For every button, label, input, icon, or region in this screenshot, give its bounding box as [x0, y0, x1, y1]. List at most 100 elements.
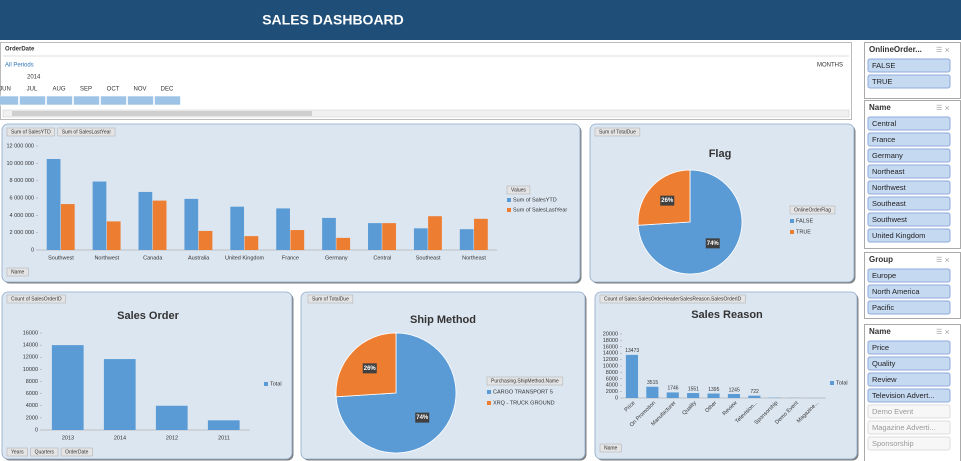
field-button[interactable]	[789, 205, 836, 215]
slicer-item-label: Central	[872, 119, 897, 128]
slicer-item[interactable]	[867, 388, 951, 403]
scroll-thumb[interactable]	[12, 111, 312, 116]
month-cell[interactable]	[127, 95, 154, 106]
slicer-item[interactable]	[867, 58, 951, 73]
slicer-item[interactable]	[867, 340, 951, 355]
data-label: 74%	[416, 415, 429, 421]
legend-swatch	[264, 382, 268, 386]
slicer-item-label: Review	[872, 375, 897, 384]
x-tick-label: Southeast	[416, 255, 441, 261]
slicer-item[interactable]	[867, 212, 951, 227]
slicer-item[interactable]	[867, 300, 951, 315]
slicer-icons: ☰ ⨯	[936, 257, 950, 264]
y-tick-label: 6000	[606, 376, 618, 382]
bar	[646, 386, 659, 398]
field-button[interactable]	[506, 185, 531, 195]
bar	[152, 200, 167, 250]
slicer-item-label: Southwest	[872, 215, 908, 224]
legend-label: Total	[270, 381, 282, 387]
y-tick-label: 4000	[606, 383, 618, 389]
field-button-label: Count of SalesOrderID	[11, 296, 62, 302]
data-label: 13473	[625, 348, 639, 354]
slicer-item[interactable]	[867, 196, 951, 211]
bar	[46, 159, 61, 250]
bar	[230, 206, 245, 250]
legend-swatch	[487, 401, 491, 405]
field-button[interactable]	[57, 127, 116, 137]
field-button[interactable]	[6, 127, 55, 137]
month-cell[interactable]	[100, 95, 127, 106]
field-button[interactable]	[6, 447, 28, 457]
month-cell[interactable]	[0, 95, 19, 106]
chart-title: Flag	[709, 148, 732, 160]
timeline-months: JUN JUL AUG SEP OCT NOV DEC	[0, 87, 181, 106]
slicer-item[interactable]	[867, 356, 951, 371]
legend-label: FALSE	[796, 218, 813, 224]
month-cell[interactable]	[46, 95, 73, 106]
field-button[interactable]	[6, 267, 29, 277]
bar	[666, 392, 679, 398]
field-button[interactable]	[594, 127, 641, 137]
month-cell[interactable]	[19, 95, 46, 106]
slicer-item[interactable]	[867, 420, 951, 435]
slicer-item[interactable]	[867, 372, 951, 387]
timeline-level[interactable]: MONTHS	[817, 63, 843, 69]
header-bar	[0, 0, 961, 40]
month-cell[interactable]	[154, 95, 181, 106]
field-button-label: Purchasing.ShipMethod.Name	[491, 378, 559, 384]
bar	[368, 223, 382, 250]
month-label: NOV	[133, 87, 146, 93]
field-button[interactable]	[6, 294, 66, 304]
slicer-item-label: Television Advert...	[872, 391, 935, 400]
month-label: AUG	[52, 87, 65, 93]
y-tick-label: 8 000 000	[10, 178, 34, 184]
slicer-title: Group	[869, 255, 893, 264]
slicer-icons: ☰ ⨯	[936, 47, 950, 54]
field-button-label: Name	[604, 445, 618, 451]
field-button[interactable]	[307, 294, 354, 304]
bar	[727, 394, 741, 398]
slicer-item-label: Sponsorship	[872, 439, 914, 448]
field-button[interactable]	[599, 294, 746, 304]
month-label: JUN	[0, 87, 11, 93]
slicer-item-label: FALSE	[872, 61, 895, 70]
month-cell[interactable]	[73, 95, 100, 106]
month-label: JUL	[27, 87, 38, 93]
field-button-label: Years	[11, 449, 24, 455]
legend-swatch	[790, 219, 794, 223]
bar	[382, 223, 396, 250]
field-button[interactable]	[30, 447, 59, 457]
slicer-item[interactable]	[867, 164, 951, 179]
y-tick-label: 12000	[603, 357, 618, 363]
field-button[interactable]	[486, 376, 564, 386]
field-button[interactable]	[60, 447, 93, 457]
x-tick-label: United Kingdom	[225, 255, 265, 261]
y-tick-label: 18000	[603, 338, 618, 344]
slicer-item[interactable]	[867, 228, 951, 243]
slicer-item[interactable]	[867, 284, 951, 299]
field-button-label: Sum of TotalDue	[599, 129, 636, 135]
slicer-item-label: Demo Event	[872, 407, 914, 416]
slicer-item[interactable]	[867, 148, 951, 163]
y-tick-label: 6000	[26, 391, 38, 397]
slicer-item[interactable]	[867, 132, 951, 147]
slicer-item[interactable]	[867, 268, 951, 283]
slicer-item[interactable]	[867, 404, 951, 419]
slicer-item[interactable]	[867, 74, 951, 89]
y-tick-label: 16000	[603, 344, 618, 350]
bar	[459, 229, 474, 250]
timeline-scrollbar[interactable]	[2, 109, 850, 118]
slicer-item[interactable]	[867, 436, 951, 451]
field-button-label: Count of Sales.SalesOrderHeaderSalesReas…	[604, 296, 742, 302]
x-tick-label: France	[282, 255, 299, 261]
slicer-item[interactable]	[867, 180, 951, 195]
legend-label: Sum of SalesYTD	[513, 197, 557, 203]
slicer-item-label: Price	[872, 343, 889, 352]
legend-label: TRUE	[796, 229, 811, 235]
bar	[60, 204, 75, 250]
field-button[interactable]	[599, 443, 622, 453]
bar	[707, 393, 720, 398]
slicer-item[interactable]	[867, 116, 951, 131]
timeline-period[interactable]: All Periods	[5, 63, 34, 69]
bar	[748, 395, 761, 398]
